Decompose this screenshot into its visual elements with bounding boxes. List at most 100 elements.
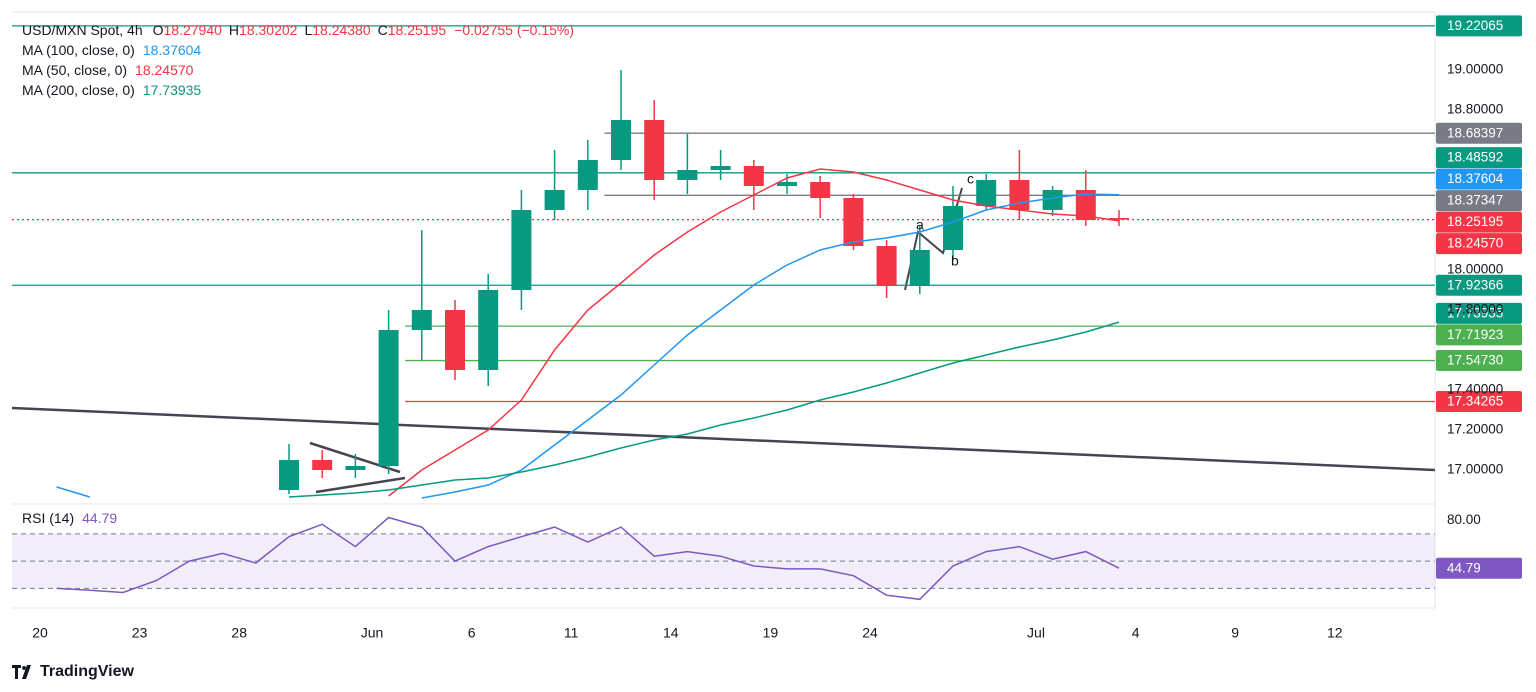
x-tick-label: 28 — [231, 625, 247, 641]
candle-body — [1109, 218, 1129, 220]
price-tag-bg — [1436, 122, 1522, 144]
legend-name: MA (100, close, 0) — [22, 42, 135, 58]
candle-body — [943, 206, 963, 250]
candle-body — [378, 330, 399, 466]
candle-body — [810, 182, 831, 198]
wave-label: a — [916, 217, 924, 233]
price-pane — [12, 25, 1435, 499]
price-tag-label: 18.48592 — [1447, 150, 1503, 165]
wave-label: c — [967, 171, 974, 187]
y-tick-label: 80.00 — [1447, 512, 1481, 527]
logo: TradingView — [12, 663, 135, 680]
candle-body — [544, 190, 565, 210]
legend-entry: MA (100, close, 0) 18.37604 — [22, 42, 201, 58]
candle-body — [411, 310, 432, 330]
ohlc-key: L — [304, 22, 312, 38]
trend-line — [12, 406, 1435, 472]
x-tick-label: 14 — [663, 625, 679, 641]
x-tick-label: Jul — [1027, 625, 1045, 641]
price-tag-label: 18.37604 — [1447, 171, 1504, 186]
x-tick-label: 12 — [1327, 625, 1343, 641]
price-tag-bg — [1436, 557, 1522, 579]
x-tick-label: 11 — [564, 625, 579, 641]
ohlc-value: 18.25195 — [388, 22, 447, 38]
candle-body — [1075, 190, 1096, 220]
series-line — [56, 193, 1120, 499]
candle-body — [312, 460, 333, 470]
price-tag: 17.54730 — [1436, 350, 1522, 372]
x-tick-label: 20 — [32, 625, 48, 641]
price-tag-bg — [1436, 168, 1522, 190]
price-tag-bg — [1436, 233, 1522, 255]
price-tag-label: 18.25195 — [1447, 214, 1503, 229]
legend-name: RSI (14) — [22, 510, 74, 526]
ohlc-value: 18.27940 — [164, 22, 223, 38]
ohlc-value: 18.30202 — [239, 22, 298, 38]
x-tick-label: 6 — [468, 625, 476, 641]
price-tag-label: 17.92366 — [1447, 277, 1503, 292]
candle-body — [1009, 180, 1030, 210]
price-tag-label: 17.34265 — [1447, 394, 1503, 409]
logo-icon — [12, 665, 31, 679]
legend-value: 44.79 — [82, 510, 117, 526]
y-tick-label: 18.80000 — [1447, 102, 1503, 117]
candle-body — [478, 290, 499, 370]
rsi-legend: RSI (14) 44.79 — [22, 510, 117, 526]
price-tag-label: 19.22065 — [1447, 18, 1503, 33]
legend-value: 18.37604 — [143, 42, 202, 58]
candle-body — [777, 182, 797, 186]
candle-body — [677, 170, 698, 180]
candle-body — [909, 250, 930, 286]
ohlc-key: C — [378, 22, 388, 38]
wave-label: b — [951, 253, 959, 269]
legend-name: MA (200, close, 0) — [22, 82, 135, 98]
price-tag-bg — [1436, 390, 1522, 412]
x-tick-label: 23 — [132, 625, 148, 641]
price-tag: 17.73935 — [1436, 302, 1522, 324]
price-tag-label: 18.24570 — [1447, 236, 1503, 251]
price-tag: 18.37347 — [1436, 190, 1522, 212]
price-tag-bg — [1436, 147, 1522, 169]
y-tick-label: 17.20000 — [1447, 422, 1503, 437]
price-tag: 18.37604 — [1436, 168, 1522, 190]
y-tick-label: 19.00000 — [1447, 62, 1503, 77]
candle-body — [876, 246, 897, 286]
symbol-title: USD/MXN Spot, 4h — [22, 22, 143, 38]
legend-value: 17.73935 — [143, 82, 202, 98]
triangle-line — [315, 476, 406, 494]
x-tick-label: 4 — [1132, 625, 1140, 641]
x-tick-label: 24 — [862, 625, 878, 641]
price-tag: 18.25195 — [1436, 211, 1522, 233]
price-tag-label: 44.79 — [1447, 560, 1481, 575]
price-tag-label: 17.73935 — [1447, 305, 1503, 320]
price-tag-bg — [1436, 302, 1522, 324]
series-line — [56, 516, 1120, 601]
price-tag: 18.68397 — [1436, 122, 1522, 144]
legend-name: MA (50, close, 0) — [22, 62, 127, 78]
price-tag: 17.34265 — [1436, 390, 1522, 412]
candle-body — [345, 466, 366, 470]
price-tag-label: 17.54730 — [1447, 353, 1503, 368]
rsi-pane — [12, 516, 1435, 601]
legend-entry: MA (200, close, 0) 17.73935 — [22, 82, 201, 98]
legend-value: 18.24570 — [135, 62, 194, 78]
y-tick-label: 18.00000 — [1447, 262, 1503, 277]
price-tag: 17.92366 — [1436, 274, 1522, 296]
change: −0.02755 (−0.15%) — [454, 22, 574, 38]
price-tag-bg — [1436, 324, 1522, 346]
candle-body — [976, 180, 997, 206]
candle-body — [279, 460, 299, 490]
candle-body — [1042, 190, 1063, 210]
legend-header: USD/MXN Spot, 4h O18.27940 H18.30202 L18.24… — [22, 22, 574, 38]
price-tag-bg — [1436, 15, 1522, 37]
price-tag: 18.48592 — [1436, 147, 1522, 169]
x-tick-label: Jun — [361, 625, 384, 641]
series-line — [388, 168, 1120, 497]
series-line — [288, 321, 1120, 498]
candle-body — [511, 210, 532, 290]
y-tick-label: 17.80000 — [1447, 302, 1503, 317]
price-tag-label: 18.68397 — [1447, 125, 1503, 140]
